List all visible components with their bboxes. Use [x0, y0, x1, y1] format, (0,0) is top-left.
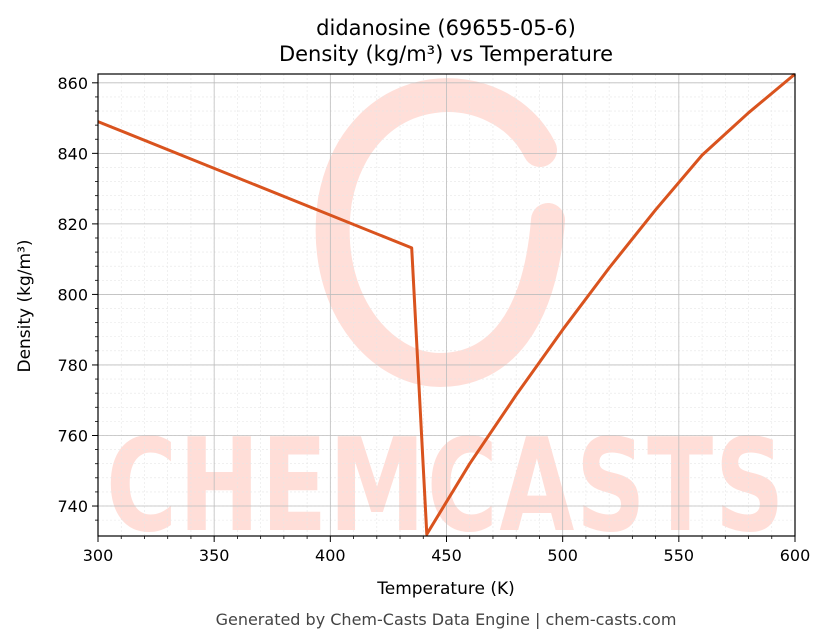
footer-text: Generated by Chem-Casts Data Engine | ch…	[216, 610, 677, 629]
x-tick-label: 400	[315, 546, 346, 565]
x-tick-label: 600	[780, 546, 811, 565]
x-axis-label: Temperature (K)	[376, 579, 515, 599]
y-tick-label: 740	[57, 497, 88, 516]
chart-subtitle: Density (kg/m³) vs Temperature	[279, 42, 613, 66]
series-line	[97, 72, 796, 536]
series-layer	[97, 72, 796, 536]
y-axis-label: Density (kg/m³)	[15, 239, 35, 372]
y-tick-label: 760	[57, 426, 88, 445]
y-tick-label: 820	[57, 215, 88, 234]
x-axis: 300 350 400 450 500 550 600	[83, 536, 811, 565]
y-tick-label: 780	[57, 356, 88, 375]
x-tick-label: 450	[431, 546, 462, 565]
x-tick-label: 500	[547, 546, 578, 565]
y-tick-label: 860	[57, 74, 88, 93]
x-tick-label: 350	[199, 546, 230, 565]
x-tick-label: 550	[664, 546, 695, 565]
x-tick-label: 300	[83, 546, 114, 565]
y-tick-label: 840	[57, 144, 88, 163]
major-grid	[97, 74, 796, 536]
chart-title: didanosine (69655-05-6)	[316, 16, 576, 40]
watermark-logo-arc	[315, 78, 565, 388]
y-axis: 740 760 780 800 820 840 860	[57, 74, 98, 521]
y-tick-label: 800	[57, 285, 88, 304]
